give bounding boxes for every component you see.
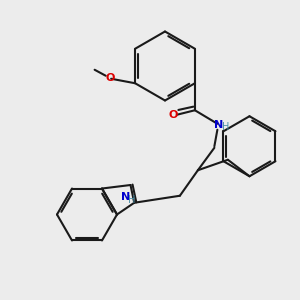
Text: O: O bbox=[106, 73, 115, 83]
Text: N: N bbox=[121, 192, 130, 202]
Text: H: H bbox=[128, 195, 136, 205]
Text: O: O bbox=[169, 110, 178, 120]
Text: H: H bbox=[222, 122, 230, 132]
Text: N: N bbox=[214, 120, 224, 130]
